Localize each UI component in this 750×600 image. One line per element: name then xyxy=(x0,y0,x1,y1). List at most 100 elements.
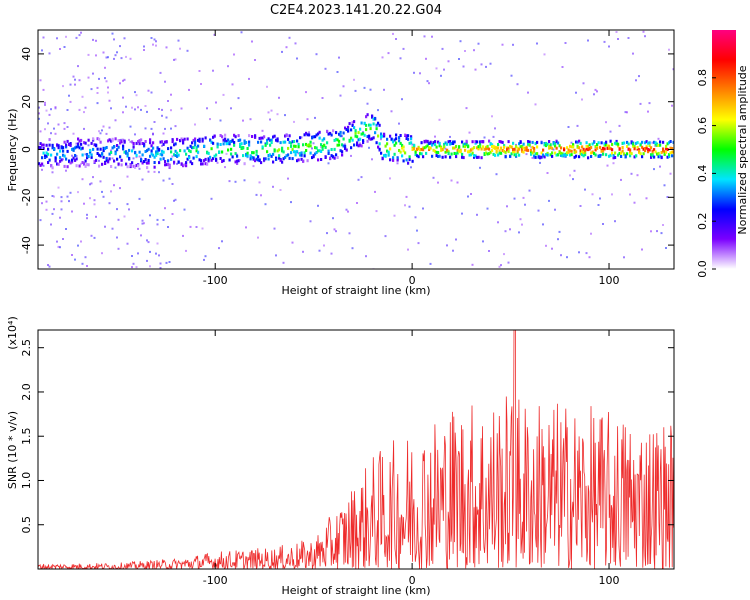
heatmap-cell xyxy=(512,141,515,145)
heatmap-cell xyxy=(614,156,617,159)
heatmap-cell xyxy=(566,146,569,150)
heatmap-cell xyxy=(161,140,164,144)
heatmap-cell xyxy=(569,149,572,153)
heatmap-cell xyxy=(482,240,484,243)
heatmap-cell xyxy=(242,119,244,122)
heatmap-cell xyxy=(590,155,593,158)
heatmap-cell xyxy=(350,154,352,157)
heatmap-cell xyxy=(215,153,218,157)
heatmap-cell xyxy=(191,162,194,166)
heatmap-cell xyxy=(630,152,633,156)
heatmap-cell xyxy=(228,180,231,183)
heatmap-cell xyxy=(290,151,293,155)
heatmap-cell xyxy=(317,204,319,207)
heatmap-cell xyxy=(66,109,69,111)
heatmap-cell xyxy=(335,153,338,157)
heatmap-cell xyxy=(180,107,183,110)
heatmap-cell xyxy=(254,135,257,139)
heatmap-cell xyxy=(501,149,504,152)
snr-frame xyxy=(37,329,675,570)
heatmap-cell xyxy=(317,158,320,162)
heatmap-cell xyxy=(141,161,144,165)
heatmap-cell xyxy=(531,156,534,159)
heatmap-cell xyxy=(248,77,250,80)
heatmap-cell xyxy=(195,149,198,153)
heatmap-cell xyxy=(233,53,235,56)
heatmap-cell xyxy=(315,133,318,137)
heatmap-cell xyxy=(41,143,44,147)
heatmap-cell xyxy=(96,86,99,89)
heatmap-cell xyxy=(327,162,330,165)
heatmap-cell xyxy=(224,137,227,141)
heatmap-cell xyxy=(86,213,88,216)
heatmap-cell xyxy=(164,80,166,83)
heatmap-cell xyxy=(107,91,109,94)
heatmap-cell xyxy=(69,191,72,194)
heatmap-cell xyxy=(351,247,354,250)
heatmap-cell xyxy=(131,266,133,269)
heatmap-cell xyxy=(528,140,531,144)
heatmap-cell xyxy=(206,107,208,110)
y-tick-label: 1.0 xyxy=(20,472,33,490)
heatmap-cell xyxy=(114,54,117,57)
heatmap-cell xyxy=(53,208,55,211)
heatmap-cell xyxy=(506,148,509,152)
heatmap-cell xyxy=(426,80,429,83)
heatmap-cell xyxy=(218,247,220,250)
snr-multiplier: (x10⁴) xyxy=(6,316,19,350)
heatmap-cell xyxy=(161,153,164,157)
heatmap-cell xyxy=(66,126,69,128)
heatmap-cell xyxy=(144,127,147,130)
heatmap-cell xyxy=(503,149,506,153)
heatmap-cell xyxy=(366,139,369,143)
heatmap-cell xyxy=(311,156,314,160)
heatmap-cell xyxy=(377,121,380,125)
heatmap-cell xyxy=(107,159,110,163)
heatmap-cell xyxy=(428,148,431,151)
heatmap-cell xyxy=(78,139,81,143)
spectrogram-ylabel: Frequency (Hz) xyxy=(6,109,19,192)
heatmap-cell xyxy=(156,218,159,221)
heatmap-cell xyxy=(521,144,524,148)
heatmap-cell xyxy=(495,173,498,176)
heatmap-cell xyxy=(600,149,603,153)
heatmap-cell xyxy=(111,32,114,35)
heatmap-cell xyxy=(243,179,246,182)
heatmap-cell xyxy=(108,138,111,142)
heatmap-cell xyxy=(587,39,589,42)
heatmap-cell xyxy=(347,129,350,133)
heatmap-cell xyxy=(248,134,251,138)
heatmap-cell xyxy=(618,124,621,127)
heatmap-cell xyxy=(117,162,120,166)
heatmap-cell xyxy=(282,261,285,264)
heatmap-cell xyxy=(545,153,548,156)
heatmap-cell xyxy=(645,140,648,144)
heatmap-cell xyxy=(114,150,117,154)
heatmap-cell xyxy=(548,199,550,202)
heatmap-cell xyxy=(45,200,48,203)
heatmap-cell xyxy=(609,147,612,151)
heatmap-cell xyxy=(461,140,464,144)
heatmap-cell xyxy=(419,152,422,156)
heatmap-cell xyxy=(89,151,92,155)
heatmap-cell xyxy=(599,154,602,158)
heatmap-cell xyxy=(510,145,513,149)
heatmap-cell xyxy=(105,80,108,83)
heatmap-cell xyxy=(323,137,326,141)
heatmap-cell xyxy=(62,153,65,157)
heatmap-cell xyxy=(252,156,255,160)
heatmap-cell xyxy=(173,153,176,157)
heatmap-cell xyxy=(239,138,242,142)
heatmap-cell xyxy=(284,140,287,144)
heatmap-cell xyxy=(474,140,477,144)
heatmap-cell xyxy=(206,162,209,166)
heatmap-cell xyxy=(248,143,251,147)
heatmap-cell xyxy=(272,135,275,139)
heatmap-cell xyxy=(131,140,134,144)
heatmap-cell xyxy=(164,207,166,210)
heatmap-cell xyxy=(45,154,48,158)
heatmap-cell xyxy=(102,155,105,159)
heatmap-cell xyxy=(450,142,453,145)
heatmap-cell xyxy=(636,147,639,151)
heatmap-cell xyxy=(464,142,467,146)
